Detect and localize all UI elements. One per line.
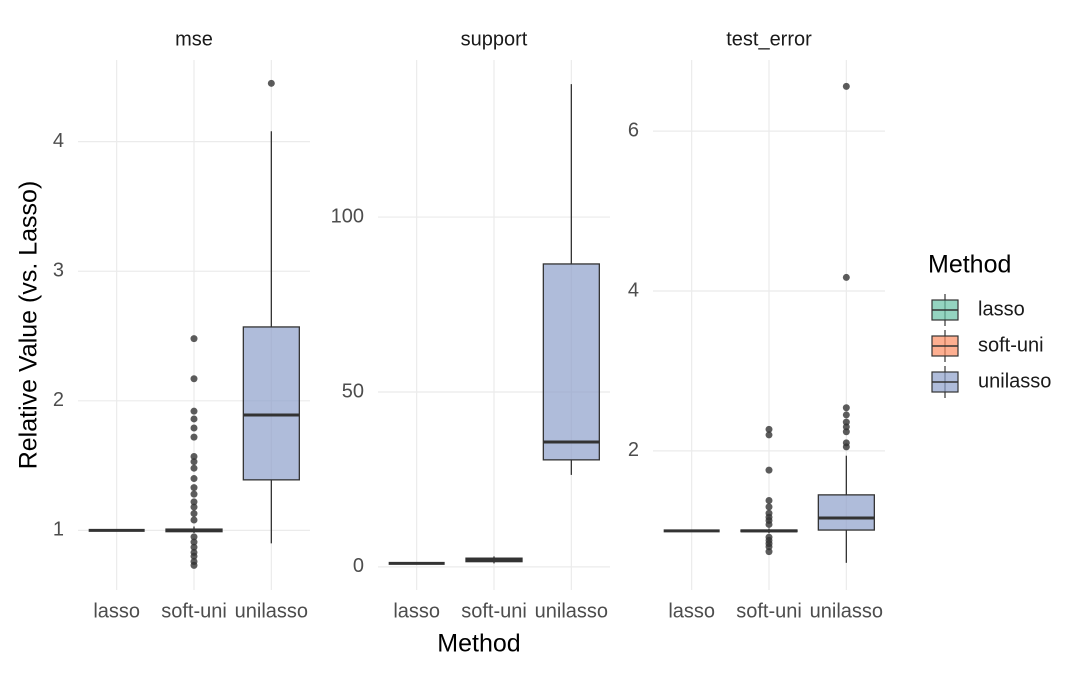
y-tick-label: 3 <box>53 260 64 282</box>
x-tick-label: soft-uni <box>161 600 227 622</box>
outlier <box>765 431 773 439</box>
outlier <box>765 425 773 433</box>
x-tick-label: soft-uni <box>461 600 527 622</box>
outlier <box>842 418 850 426</box>
legend-title: Method <box>928 251 1011 279</box>
outlier <box>190 407 198 415</box>
x-tick-label: lasso <box>668 600 715 622</box>
outlier <box>765 496 773 504</box>
outlier <box>267 79 275 87</box>
x-tick-label: lasso <box>93 600 140 622</box>
outlier <box>190 490 198 498</box>
y-tick-label: 100 <box>331 205 364 227</box>
x-tick-label: unilasso <box>810 600 883 622</box>
panel-title: test_error <box>726 28 812 50</box>
y-tick-label: 2 <box>53 389 64 411</box>
outlier <box>765 548 773 556</box>
outlier <box>190 503 198 511</box>
x-tick-label: lasso <box>393 600 440 622</box>
box <box>817 494 875 531</box>
outlier <box>190 475 198 483</box>
outlier <box>190 458 198 466</box>
outlier <box>190 433 198 441</box>
outlier <box>190 561 198 569</box>
outlier <box>190 552 198 560</box>
legend-label: unilasso <box>978 370 1051 392</box>
outlier <box>842 82 850 90</box>
outlier <box>842 443 850 451</box>
outlier <box>842 404 850 412</box>
outlier <box>190 543 198 551</box>
outlier <box>765 466 773 474</box>
x-tick-label: soft-uni <box>736 600 802 622</box>
legend-label: soft-uni <box>978 334 1044 356</box>
box <box>542 263 600 461</box>
y-tick-label: 0 <box>353 555 364 577</box>
panel-title: support <box>461 28 528 50</box>
outlier <box>842 273 850 281</box>
outlier <box>190 484 198 492</box>
outlier <box>842 428 850 436</box>
x-axis-title: Method <box>437 630 520 658</box>
outlier <box>190 453 198 461</box>
y-tick-label: 1 <box>53 519 64 541</box>
outlier <box>190 464 198 472</box>
y-tick-label: 2 <box>628 439 639 461</box>
y-tick-label: 4 <box>53 130 64 152</box>
outlier <box>190 498 198 506</box>
y-axis-title: Relative Value (vs. Lasso) <box>15 181 43 470</box>
x-tick-label: unilasso <box>235 600 308 622</box>
outlier <box>190 415 198 423</box>
outlier <box>190 533 198 541</box>
outlier <box>765 520 773 528</box>
outlier <box>190 424 198 432</box>
outlier <box>190 335 198 343</box>
outlier <box>842 411 850 419</box>
outlier <box>190 538 198 546</box>
y-tick-label: 50 <box>342 380 364 402</box>
x-tick-label: unilasso <box>535 600 608 622</box>
outlier <box>765 543 773 551</box>
outlier <box>765 503 773 511</box>
box <box>242 326 300 481</box>
legend-label: lasso <box>978 298 1025 320</box>
outlier <box>190 375 198 383</box>
y-tick-label: 6 <box>628 119 639 141</box>
outlier <box>190 516 198 524</box>
outlier <box>190 510 198 518</box>
outlier <box>842 423 850 431</box>
panel-title: mse <box>175 28 213 50</box>
y-tick-label: 4 <box>628 279 639 301</box>
